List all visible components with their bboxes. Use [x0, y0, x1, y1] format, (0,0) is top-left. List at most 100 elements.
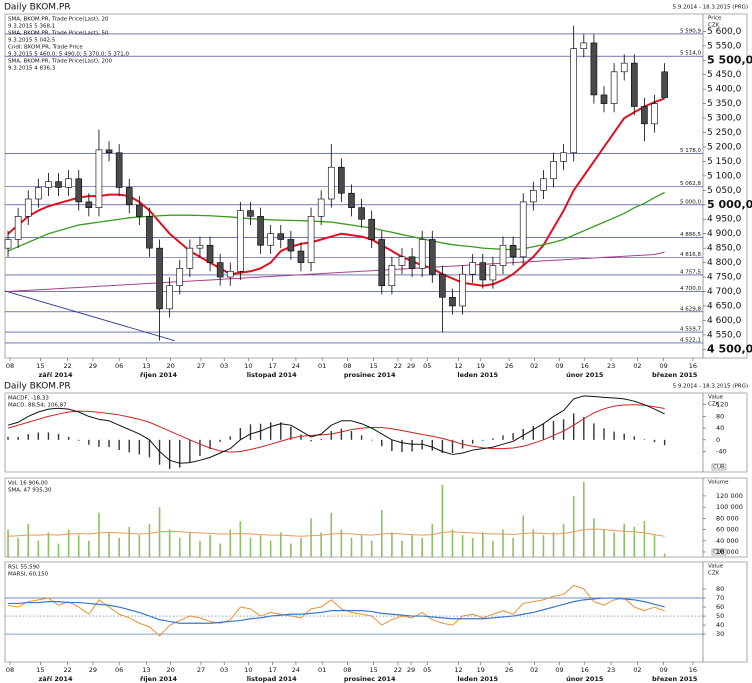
x-tick-label: 08	[6, 362, 14, 370]
candle-body	[297, 250, 305, 263]
x-month-label: březen 2015	[652, 371, 698, 379]
bar	[381, 439, 383, 447]
x-tick-label: 03	[220, 666, 228, 674]
x-month-label: říjen 2014	[140, 371, 178, 379]
x-month-label: únor 2015	[566, 675, 604, 683]
candle-body	[479, 262, 487, 281]
candle-body	[216, 262, 224, 278]
x-month-label: říjen 2014	[140, 675, 178, 683]
bar	[118, 537, 120, 557]
bar	[340, 428, 343, 440]
bar	[532, 529, 535, 557]
line-series	[7, 584, 665, 637]
x-tick-label: 06	[115, 362, 123, 370]
bar	[572, 495, 575, 557]
bar	[613, 431, 615, 440]
unit-tag: CUB	[713, 550, 725, 556]
candle-body	[307, 216, 315, 263]
bar	[663, 553, 666, 557]
y-tick-label: 120	[716, 401, 728, 409]
axis-title: CZK	[708, 402, 720, 408]
candle-body	[35, 187, 42, 200]
bar	[179, 439, 181, 468]
candle-body	[560, 152, 567, 162]
candle-body	[287, 239, 295, 252]
candle-body	[136, 204, 143, 217]
legend-entry: SMA, 47 935,30	[8, 488, 52, 494]
bar	[249, 537, 252, 557]
bar	[178, 537, 181, 557]
panel-title: Daily BKOM.PR	[4, 382, 71, 392]
bar	[229, 529, 232, 557]
bar	[108, 439, 110, 448]
bar	[451, 439, 454, 453]
legend-entry: Cndl; BKOM.PR, Trade Price	[8, 45, 83, 51]
candle-body	[519, 201, 527, 258]
bar	[128, 526, 131, 557]
price-level-label: 4 886,5	[680, 232, 701, 238]
legend-entry: 9.3.2015 4 836,3	[8, 66, 56, 72]
bar	[421, 537, 423, 557]
axis-frame	[702, 392, 748, 473]
candle-body	[378, 239, 386, 287]
y-tick-label: 70	[716, 594, 724, 602]
candle-body	[247, 210, 254, 217]
bar	[168, 439, 171, 470]
x-tick-label: 22	[63, 362, 71, 370]
bar	[542, 535, 545, 557]
y-tick-label: 4 700,0	[707, 287, 742, 297]
y-tick-label: 5 250,0	[707, 128, 742, 138]
bar	[189, 532, 191, 557]
bar	[481, 532, 484, 557]
y-tick-label: 4 950,0	[707, 215, 742, 225]
candle-body	[610, 71, 618, 104]
candle-body	[105, 149, 113, 154]
axis-title: Volume	[708, 480, 729, 486]
candle-body	[459, 273, 466, 307]
x-tick-label: 10	[244, 362, 252, 370]
candle-body	[45, 181, 52, 188]
candle-body	[540, 178, 547, 191]
bar	[512, 537, 514, 557]
x-tick-label: 15	[36, 666, 44, 674]
x-tick-label: 12	[454, 666, 462, 674]
x-month-label: březen 2015	[652, 675, 698, 683]
x-tick-label: 23	[607, 362, 615, 370]
bar	[471, 439, 474, 444]
bar	[583, 481, 585, 557]
y-tick-label: 100 000	[716, 503, 743, 511]
bar	[441, 484, 444, 557]
candle-body	[398, 256, 406, 266]
x-tick-label: 09	[659, 362, 667, 370]
bar	[17, 537, 19, 557]
panel-date-range: 5.9.2014 - 18.3.2015 (PRG)	[673, 5, 748, 11]
candle-body	[277, 233, 285, 240]
y-tick-label: 80	[716, 412, 724, 420]
candle-body	[631, 62, 638, 107]
bar	[401, 540, 403, 557]
y-tick-label: 4 550,0	[707, 330, 742, 340]
x-tick-label: 15	[370, 362, 378, 370]
legend-entry: 9.3.2015 5 368,1	[8, 24, 55, 30]
x-tick-label: 08	[6, 666, 14, 674]
bar	[259, 423, 262, 440]
x-tick-label: 09	[555, 362, 563, 370]
y-tick-label: 5 550,0	[707, 41, 742, 51]
bar	[350, 537, 353, 557]
bar	[350, 431, 353, 440]
candle-body	[156, 247, 163, 310]
bar	[623, 523, 626, 557]
bar	[310, 518, 312, 557]
bar	[67, 529, 70, 557]
bar	[340, 529, 343, 557]
bar	[360, 535, 363, 557]
bar	[269, 422, 272, 440]
x-tick-label: 01	[318, 666, 326, 674]
bar	[380, 509, 383, 557]
bar	[663, 439, 666, 446]
legend-entry: SMA, BKOM.PR, Trade Price(Last), 20	[8, 17, 109, 23]
axis-title: Value	[708, 564, 724, 570]
x-tick-label: 02	[633, 666, 641, 674]
x-tick-label: 24	[292, 666, 300, 674]
